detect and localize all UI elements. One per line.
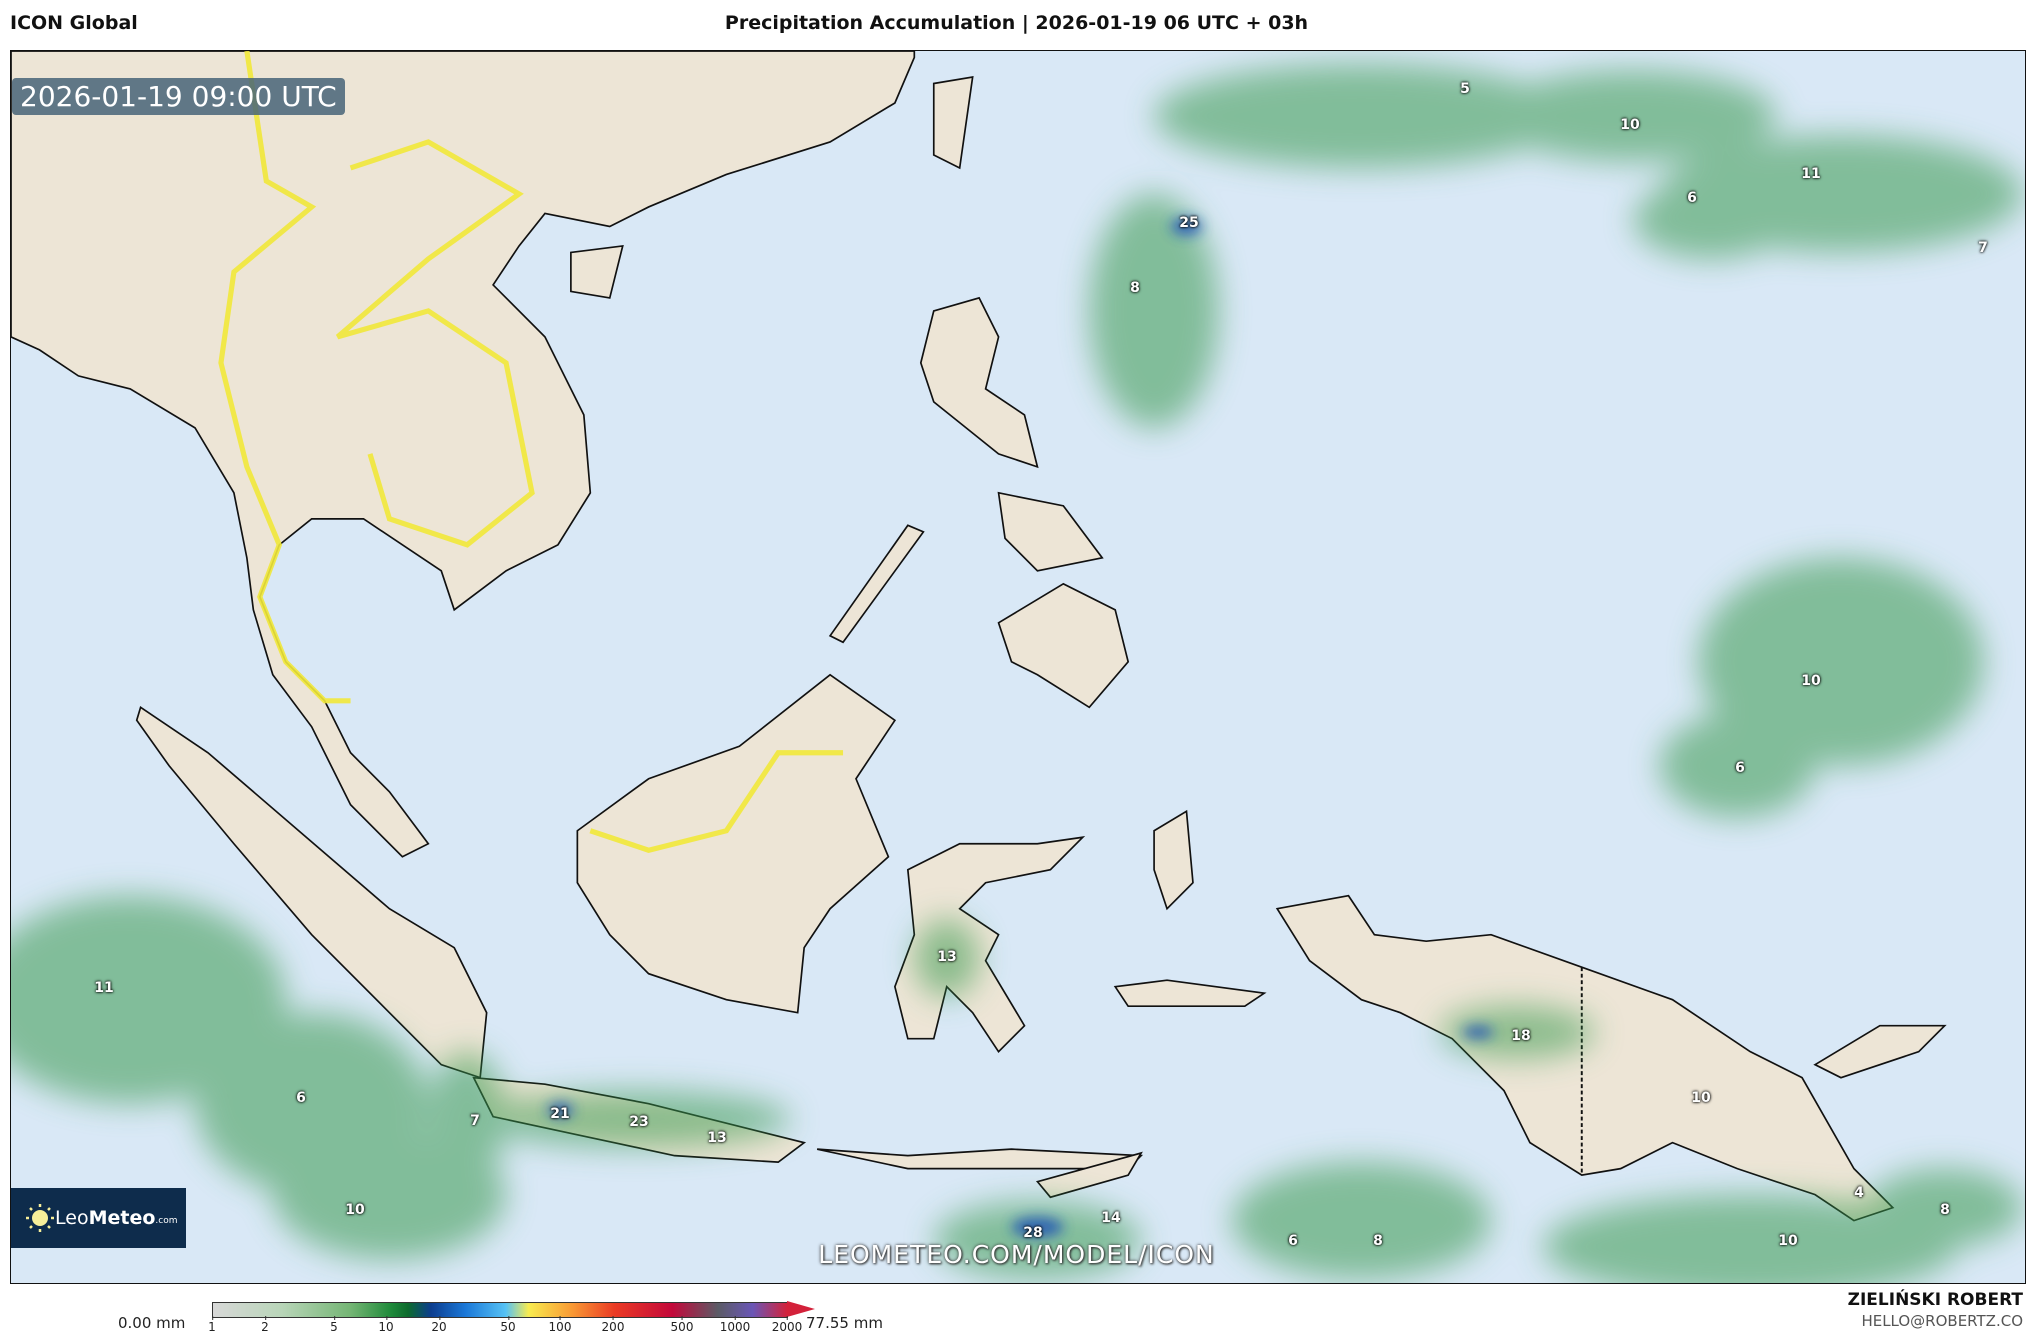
precip-label: 8 <box>1940 1202 1950 1218</box>
precip-label: 8 <box>1130 280 1140 296</box>
legend-tick: 100 <box>548 1316 572 1334</box>
precip-fields <box>11 63 2023 1283</box>
legend-tick: 2 <box>261 1316 269 1334</box>
chart-title: Precipitation Accumulation | 2026-01-19 … <box>724 12 1309 34</box>
borneo <box>576 673 897 1014</box>
precip-label: 8 <box>1373 1233 1383 1249</box>
legend-tick: 5 <box>330 1316 338 1334</box>
colorbar <box>212 1302 788 1318</box>
legend-tick: 1 <box>208 1316 216 1334</box>
legend-tick: 2000 <box>771 1316 803 1334</box>
logo-text-light: Leo <box>55 1207 89 1229</box>
hainan <box>570 244 624 299</box>
precip-label: 10 <box>1778 1233 1798 1249</box>
palawan <box>828 524 925 644</box>
legend-tick: 500 <box>670 1316 694 1334</box>
taiwan <box>932 75 974 170</box>
legend-tick: 200 <box>601 1316 625 1334</box>
leometeo-logo: Leo Meteo .com <box>11 1188 186 1248</box>
sun-icon <box>26 1204 54 1232</box>
legend-max-label: 77.55 mm <box>806 1314 883 1332</box>
seram <box>1113 979 1267 1008</box>
colorbar-legend: 0.00 mm 77.55 mm 1 2 5 10 20 50 100 200 … <box>0 1296 2033 1338</box>
precip-label: 7 <box>1978 240 1988 256</box>
precip-label: 11 <box>1801 166 1821 182</box>
watermark: LEOMETEO.COM/MODEL/ICON <box>818 1240 1215 1269</box>
valid-time-badge: 2026-01-19 09:00 UTC <box>12 78 345 115</box>
precip-label: 10 <box>1691 1090 1711 1106</box>
precip-label: 6 <box>1735 760 1745 776</box>
legend-tick: 10 <box>378 1316 394 1334</box>
precip-label: 13 <box>707 1130 727 1146</box>
legend-tick: 50 <box>500 1316 516 1334</box>
precip-label: 10 <box>1801 673 1821 689</box>
precip-label: 4 <box>1854 1185 1864 1201</box>
logo-text-bold: Meteo <box>88 1207 156 1229</box>
author-credit: ZIELIŃSKI ROBERT HELLO@ROBERTZ.CO <box>1848 1290 2023 1330</box>
precip-label: 23 <box>629 1114 649 1130</box>
new-britain <box>1813 1024 1947 1079</box>
precip-label: 5 <box>1460 81 1470 97</box>
mindanao <box>997 582 1130 709</box>
precipitation-map <box>10 50 2026 1284</box>
sulawesi <box>893 836 1086 1054</box>
precip-label: 11 <box>94 980 114 996</box>
timor <box>1035 1151 1143 1199</box>
precip-label: 13 <box>937 949 957 965</box>
author-name: ZIELIŃSKI ROBERT <box>1847 1290 2023 1310</box>
legend-min-label: 0.00 mm <box>118 1314 186 1332</box>
precip-label: 6 <box>1687 190 1697 206</box>
precip-label: 14 <box>1101 1210 1121 1226</box>
highlighted-borders <box>218 51 844 853</box>
precip-label: 10 <box>1620 117 1640 133</box>
model-name: ICON Global <box>10 12 138 34</box>
precip-label: 21 <box>550 1106 570 1122</box>
precip-label: 6 <box>296 1090 306 1106</box>
precip-label: 18 <box>1511 1028 1531 1044</box>
legend-tick: 1000 <box>719 1316 751 1334</box>
precip-label: 7 <box>470 1113 480 1129</box>
precip-label: 10 <box>345 1202 365 1218</box>
precip-label: 25 <box>1179 215 1199 231</box>
colorbar-extend-arrow <box>787 1301 815 1317</box>
halmahera <box>1153 809 1194 911</box>
precip-label: 28 <box>1023 1225 1043 1241</box>
map-canvas <box>11 51 2023 1283</box>
luzon <box>919 296 1039 469</box>
precip-label: 6 <box>1288 1233 1298 1249</box>
landmasses <box>11 51 1947 1222</box>
author-email: HELLO@ROBERTZ.CO <box>1861 1312 2023 1330</box>
legend-tick: 20 <box>431 1316 447 1334</box>
heavy-precip-cores <box>547 217 1494 1238</box>
visayas <box>997 491 1104 572</box>
mainland-asia <box>11 51 916 858</box>
logo-text-small: .com <box>155 1216 178 1226</box>
